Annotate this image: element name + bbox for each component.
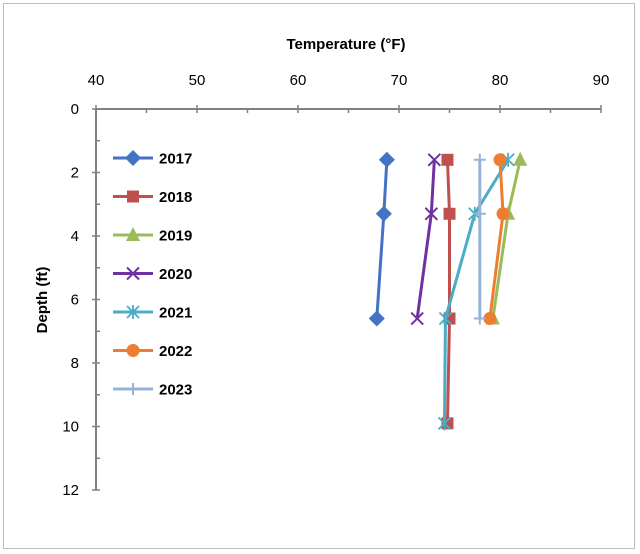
x-tick-label: 50 (189, 72, 206, 89)
legend-item-2017: 2017 (113, 150, 192, 168)
y-axis-title: Depth (ft) (34, 267, 51, 334)
axes: 40 50 60 70 80 90 0 2 4 6 8 10 12 (62, 72, 609, 499)
series-layer (368, 151, 528, 431)
legend-swatch-marker (126, 227, 140, 241)
x-axis-title: Temperature (°F) (286, 36, 405, 53)
data-point-2023 (473, 153, 486, 166)
y-tick-label: 2 (71, 165, 79, 182)
data-point-2018 (441, 153, 454, 166)
y-tick-label: 4 (71, 228, 79, 245)
x-tick-label: 70 (391, 72, 408, 89)
x-tick-label: 80 (492, 72, 509, 89)
legend-item-2019: 2019 (113, 227, 192, 245)
x-tick-label: 40 (88, 72, 105, 89)
series-line-2021 (442, 159, 510, 424)
legend-item-2018: 2018 (113, 189, 192, 206)
legend-swatch-marker (127, 383, 139, 395)
legend-label: 2019 (159, 228, 192, 245)
series-line-2019 (491, 159, 522, 319)
legend-label: 2017 (159, 151, 192, 168)
chart-frame (3, 3, 635, 549)
series-2023 (473, 153, 486, 325)
data-point-2023 (473, 312, 486, 325)
y-tick-label: 0 (71, 101, 79, 118)
data-point-2018 (443, 207, 456, 220)
y-tick-label: 6 (71, 292, 79, 309)
legend-swatch-marker (126, 344, 140, 357)
data-point-2022 (493, 153, 507, 167)
legend-swatch-marker (126, 266, 140, 281)
legend-swatch-marker (125, 150, 141, 166)
legend: 2017 2018 2019 2020 2021 2022 2023 (113, 150, 192, 399)
data-point-2023 (473, 207, 486, 220)
legend-label: 2020 (159, 266, 192, 283)
data-point-2017 (378, 151, 395, 168)
y-tick-label: 12 (62, 482, 79, 499)
x-tick-label: 60 (290, 72, 307, 89)
legend-label: 2021 (159, 305, 192, 322)
data-point-2020 (410, 311, 424, 326)
series-line-2018 (445, 159, 451, 424)
data-point-2021 (437, 416, 452, 431)
data-point-2017 (375, 205, 392, 222)
data-point-2021 (438, 311, 453, 326)
legend-swatch-marker (126, 305, 140, 319)
legend-label: 2023 (159, 382, 192, 399)
data-point-2020 (427, 153, 442, 167)
series-2022 (483, 153, 510, 326)
legend-item-2021: 2021 (113, 305, 192, 322)
series-2017 (368, 151, 395, 327)
x-tick-label: 90 (593, 72, 610, 89)
data-point-2022 (483, 312, 497, 326)
legend-item-2020: 2020 (113, 266, 192, 283)
series-line-2017 (375, 159, 389, 319)
legend-label: 2018 (159, 189, 192, 206)
legend-label: 2022 (159, 343, 192, 360)
y-tick-label: 10 (62, 419, 79, 436)
legend-swatch-marker (127, 190, 139, 203)
data-point-2019 (513, 151, 528, 166)
legend-item-2023: 2023 (113, 382, 192, 399)
data-point-2022 (496, 207, 510, 221)
y-tick-label: 8 (71, 355, 79, 372)
series-2018 (441, 153, 456, 430)
legend-item-2022: 2022 (113, 343, 192, 360)
series-2021 (437, 152, 515, 431)
data-point-2017 (368, 310, 385, 327)
data-point-2020 (424, 207, 439, 221)
series-2020 (410, 153, 442, 326)
series-line-2020 (415, 159, 436, 319)
